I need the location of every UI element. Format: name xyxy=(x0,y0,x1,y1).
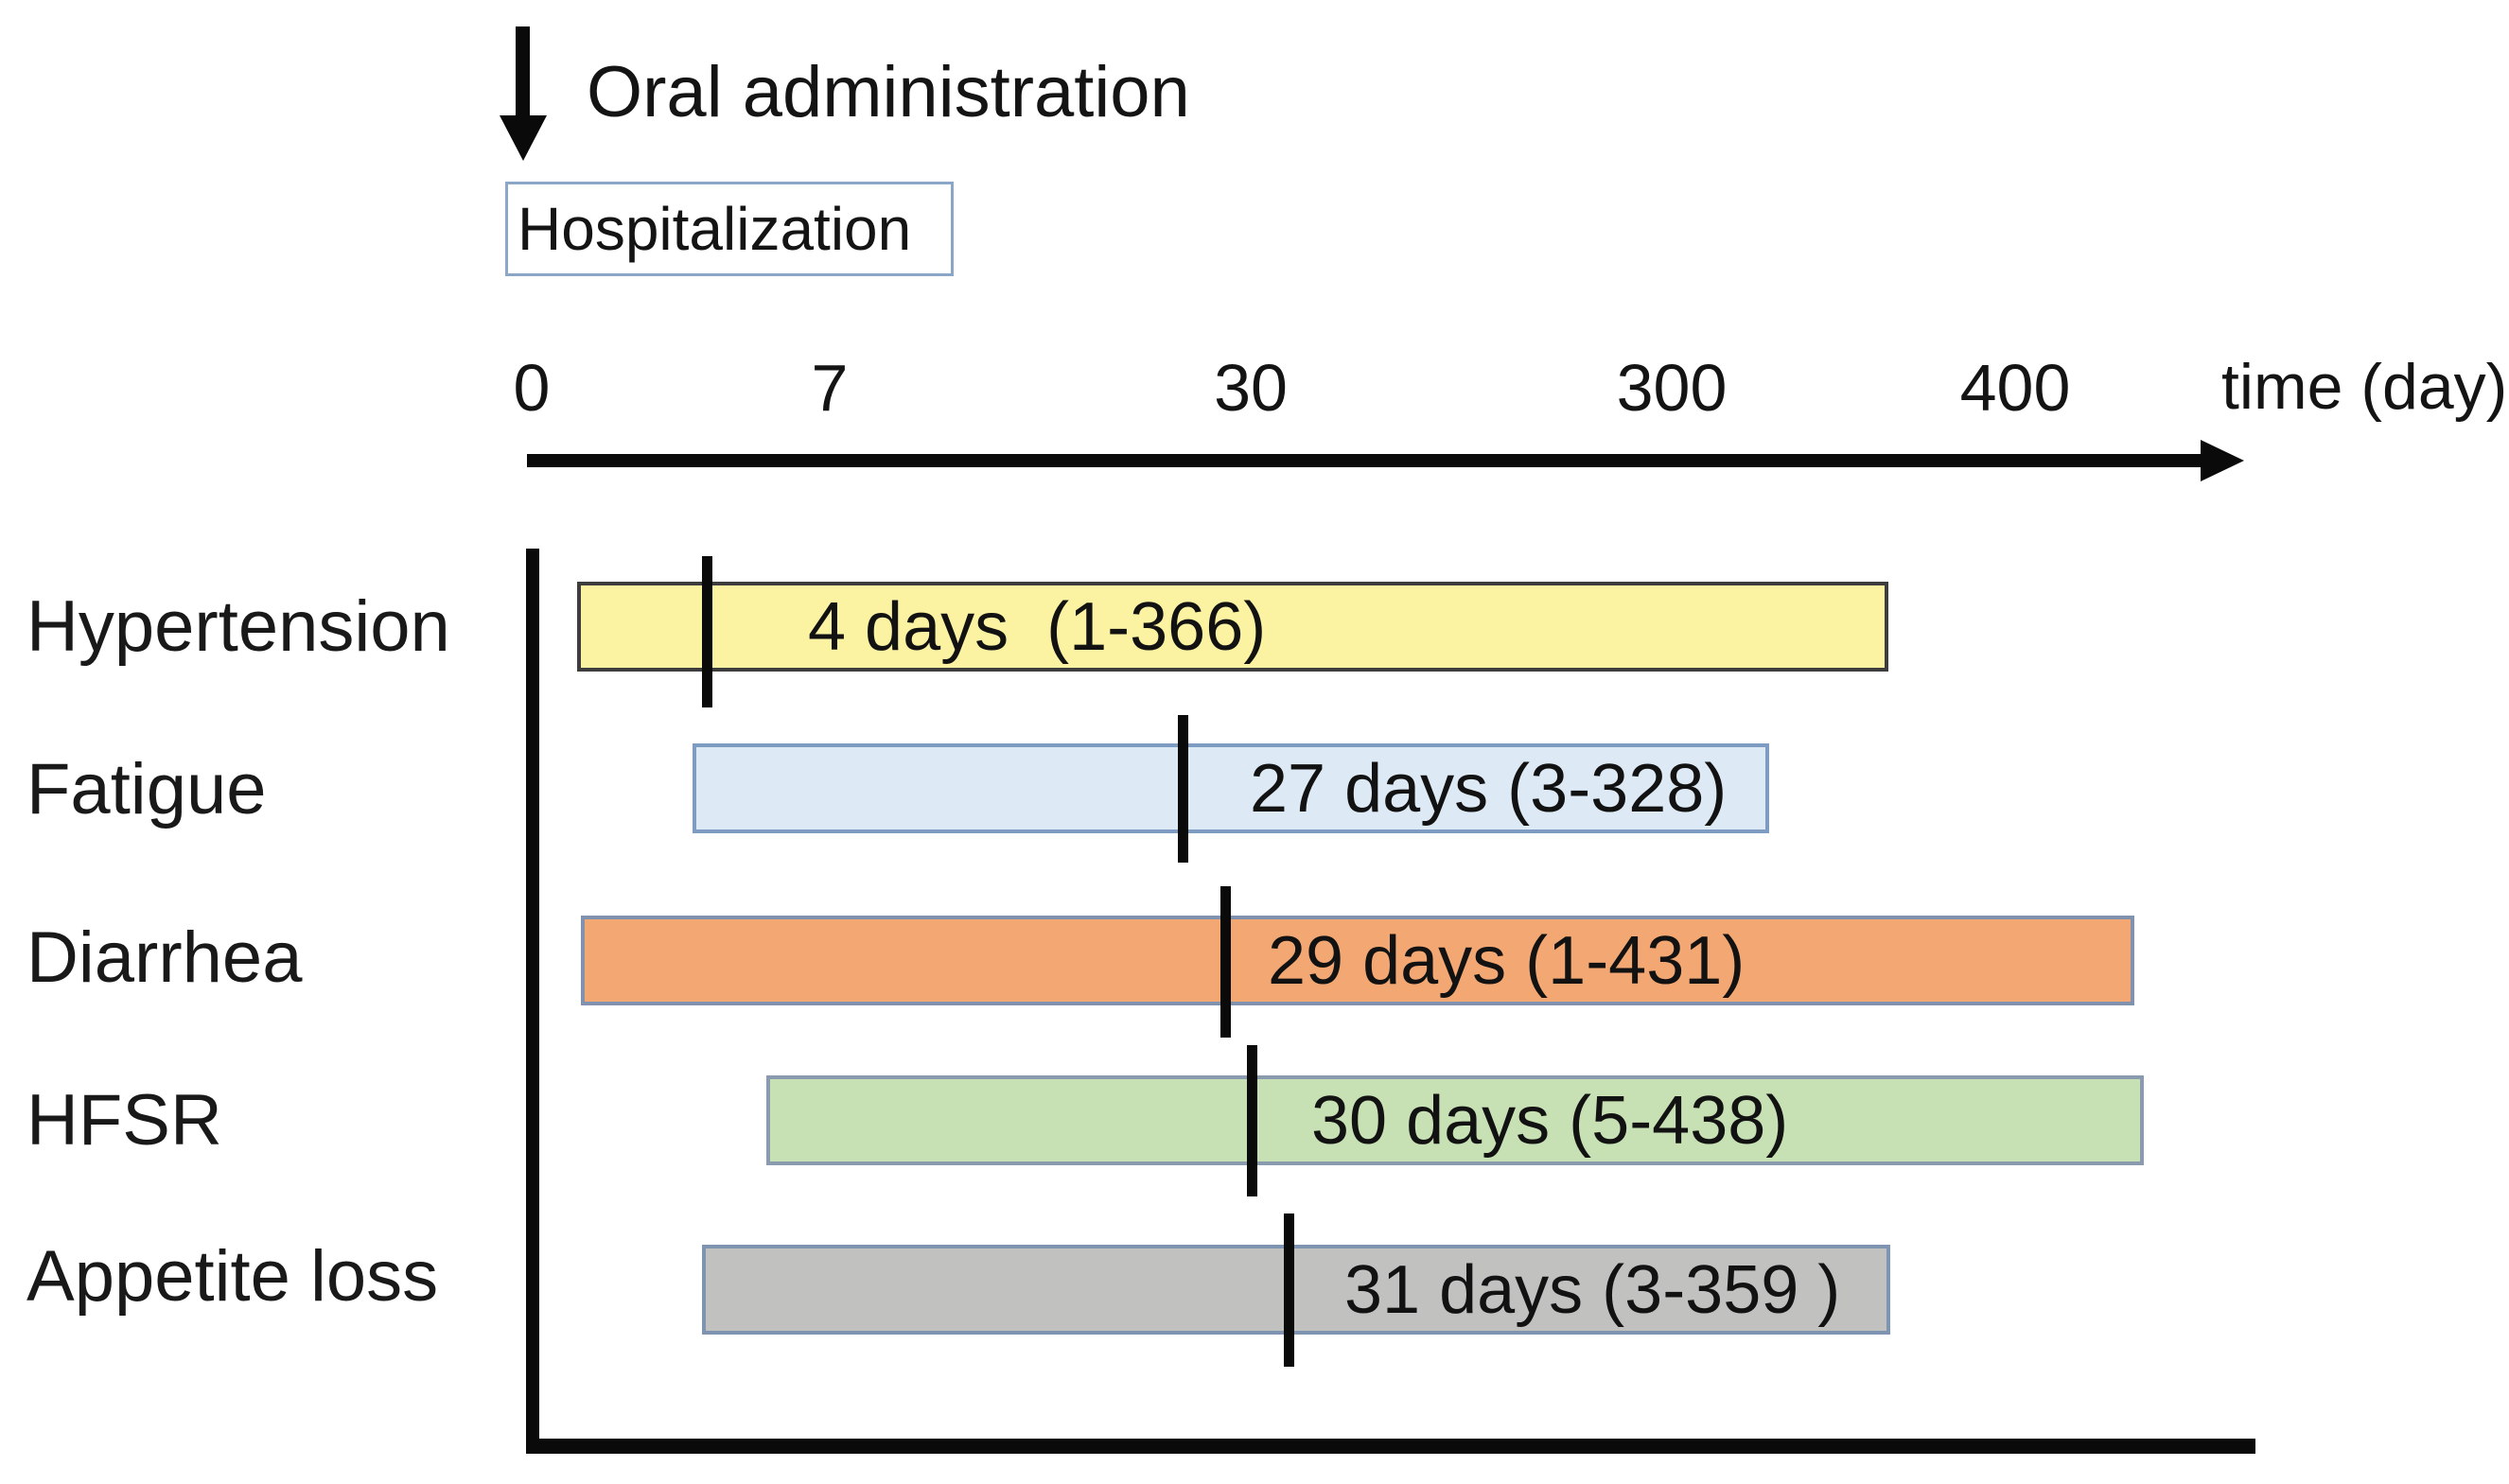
bar-duration-label-fatigue: 27 days (3-328) xyxy=(1250,750,1728,827)
row-label-diarrhea: Diarrhea xyxy=(26,917,303,998)
bar-duration-label-hypertension: 4 days (1-366) xyxy=(808,588,1267,665)
median-tick-appetite-loss xyxy=(1284,1213,1294,1367)
median-tick-fatigue xyxy=(1178,715,1188,863)
down-arrow-head-icon xyxy=(500,115,547,161)
axis-title: time (day) xyxy=(2221,351,2508,423)
median-tick-diarrhea xyxy=(1220,886,1231,1038)
bar-duration-label-hfsr: 30 days (5-438) xyxy=(1311,1082,1789,1159)
axis-tick-400: 400 xyxy=(1959,351,2071,425)
row-label-appetite-loss: Appetite loss xyxy=(26,1236,439,1317)
time-axis-arrowhead-icon xyxy=(2201,440,2244,481)
time-axis-line xyxy=(527,454,2203,467)
hospitalization-label: Hospitalization xyxy=(518,195,912,263)
bar-hfsr: 30 days (5-438) xyxy=(766,1075,2144,1165)
y-axis-line xyxy=(526,549,539,1449)
axis-tick-300: 300 xyxy=(1616,351,1728,425)
bar-diarrhea: 29 days (1-431) xyxy=(581,916,2134,1005)
row-label-hfsr: HFSR xyxy=(26,1080,222,1161)
axis-tick-30: 30 xyxy=(1214,351,1288,425)
bar-duration-label-appetite-loss: 31 days (3-359 ) xyxy=(1344,1251,1841,1328)
axis-tick-0: 0 xyxy=(513,351,551,425)
x-baseline xyxy=(526,1439,2255,1454)
hospitalization-box: Hospitalization xyxy=(505,182,954,276)
row-label-fatigue: Fatigue xyxy=(26,749,267,829)
bar-appetite-loss: 31 days (3-359 ) xyxy=(702,1245,1890,1335)
oral-administration-label: Oral administration xyxy=(587,52,1190,132)
axis-tick-7: 7 xyxy=(811,351,849,425)
bar-duration-label-diarrhea: 29 days (1-431) xyxy=(1268,922,1746,999)
row-label-hypertension: Hypertension xyxy=(26,586,450,667)
median-tick-hypertension xyxy=(702,556,712,707)
median-tick-hfsr xyxy=(1247,1045,1257,1196)
bar-fatigue: 27 days (3-328) xyxy=(693,743,1769,833)
down-arrow-icon xyxy=(516,26,530,117)
bar-hypertension: 4 days (1-366) xyxy=(577,582,1888,672)
